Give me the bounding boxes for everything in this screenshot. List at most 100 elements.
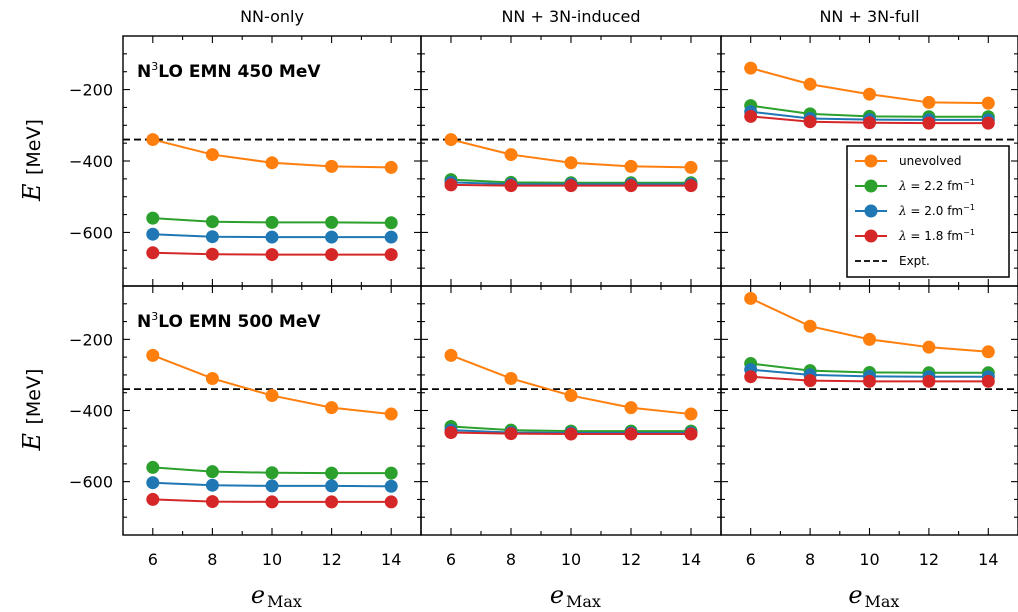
data-point-lambda_1.8 — [981, 116, 995, 130]
data-point-lambda_1.8 — [863, 116, 876, 130]
data-point-lambda_1.8 — [803, 115, 817, 129]
data-point-lambda_1.8 — [684, 179, 698, 193]
yaxis-label: E [MeV] — [18, 119, 46, 202]
legend-label: λ = 2.2 fm−1 — [898, 178, 975, 193]
legend-marker — [864, 204, 878, 218]
data-point-lambda_2.2 — [325, 215, 339, 229]
data-point-lambda_2.2 — [146, 460, 160, 474]
data-point-lambda_1.8 — [803, 374, 817, 388]
panel-r1-c1 — [420, 285, 722, 536]
xaxis-label-sub: Max — [865, 592, 900, 611]
data-point-unevolved — [981, 345, 995, 359]
data-point-unevolved — [325, 401, 339, 415]
data-point-lambda_2.0 — [384, 230, 398, 244]
legend: unevolved λ = 2.2 fm−1 λ = 2.0 fm−1 λ = 1.8… — [846, 145, 1010, 278]
xtick-label: 6 — [446, 550, 456, 569]
xtick-label: 6 — [746, 550, 756, 569]
xaxis-label-sub: Max — [566, 592, 601, 611]
data-point-lambda_1.8 — [325, 248, 339, 262]
xtick-label: 14 — [681, 550, 701, 569]
data-point-lambda_1.8 — [384, 495, 398, 509]
data-point-lambda_2.0 — [325, 230, 339, 244]
ytick-label: −200 — [69, 330, 113, 349]
data-point-lambda_1.8 — [205, 247, 219, 261]
data-point-unevolved — [325, 159, 339, 173]
ytick-label: −600 — [69, 473, 113, 492]
data-point-unevolved — [265, 389, 279, 403]
xtick-label: 14 — [978, 550, 998, 569]
legend-entry: λ = 2.2 fm−1 — [855, 178, 975, 193]
xtick-label: 12 — [621, 550, 641, 569]
legend-label: unevolved — [899, 154, 961, 168]
data-point-lambda_2.0 — [384, 479, 398, 493]
data-point-unevolved — [444, 133, 458, 147]
data-point-lambda_1.8 — [684, 427, 698, 441]
data-point-unevolved — [863, 87, 876, 101]
row-label: N3LO EMN 450 MeV — [137, 60, 321, 82]
data-point-lambda_1.8 — [922, 374, 936, 388]
yaxis-label: E [MeV] — [18, 369, 46, 452]
data-point-unevolved — [803, 77, 817, 91]
ytick-label: −400 — [69, 152, 113, 171]
data-point-lambda_2.2 — [146, 211, 160, 225]
data-point-unevolved — [384, 407, 398, 421]
data-point-unevolved — [504, 148, 518, 162]
data-point-lambda_2.0 — [265, 479, 279, 493]
ytick-label: −400 — [69, 402, 113, 421]
data-point-lambda_1.8 — [504, 179, 518, 193]
data-point-lambda_1.8 — [265, 495, 279, 509]
xtick-label: 10 — [561, 550, 581, 569]
data-point-lambda_2.0 — [265, 230, 279, 244]
data-point-unevolved — [863, 332, 876, 346]
legend-marker — [864, 179, 878, 193]
data-point-lambda_2.0 — [205, 478, 219, 492]
panel-r0-c1 — [420, 35, 722, 287]
data-point-lambda_1.8 — [146, 492, 160, 506]
data-point-lambda_1.8 — [564, 427, 578, 441]
data-point-lambda_1.8 — [922, 116, 936, 130]
data-point-unevolved — [981, 96, 995, 110]
data-point-unevolved — [624, 401, 638, 415]
labels-group: NN-only NN + 3N-induced NN + 3N-full −200 −4… — [18, 7, 998, 611]
data-point-lambda_1.8 — [564, 179, 578, 193]
ytick-label: −200 — [69, 81, 113, 100]
data-point-unevolved — [146, 348, 160, 362]
data-point-unevolved — [744, 61, 758, 75]
data-point-unevolved — [444, 348, 458, 362]
legend-label: λ = 2.0 fm−1 — [898, 203, 975, 218]
data-point-lambda_1.8 — [325, 495, 339, 509]
data-point-lambda_1.8 — [444, 178, 458, 192]
data-point-unevolved — [684, 407, 698, 421]
xtick-label: 6 — [148, 550, 158, 569]
data-point-lambda_1.8 — [744, 370, 758, 384]
data-point-unevolved — [564, 156, 578, 170]
legend-marker — [864, 154, 878, 168]
data-point-unevolved — [205, 148, 219, 162]
data-point-lambda_1.8 — [444, 426, 458, 440]
data-point-unevolved — [744, 291, 758, 305]
data-point-lambda_1.8 — [624, 179, 638, 193]
xtick-label: 10 — [859, 550, 879, 569]
yaxis-label-unit: [MeV] — [23, 369, 45, 425]
ytick-label: −600 — [69, 223, 113, 242]
data-point-lambda_2.2 — [205, 215, 219, 229]
legend-marker — [864, 229, 878, 243]
xtick-label: 8 — [805, 550, 815, 569]
xaxis-label: e — [848, 581, 862, 609]
series-line-unevolved — [152, 354, 392, 416]
xtick-label: 12 — [321, 550, 341, 569]
data-point-unevolved — [684, 160, 698, 174]
data-point-lambda_1.8 — [146, 246, 160, 260]
data-point-unevolved — [803, 319, 817, 333]
xtick-label: 8 — [506, 550, 516, 569]
column-title: NN-only — [240, 7, 304, 26]
data-point-unevolved — [384, 160, 398, 174]
xaxis-label-sub: Max — [267, 592, 302, 611]
column-title: NN + 3N-induced — [501, 7, 640, 26]
data-point-lambda_1.8 — [744, 109, 758, 123]
data-point-unevolved — [205, 371, 219, 385]
data-point-lambda_1.8 — [265, 248, 279, 262]
data-point-unevolved — [504, 371, 518, 385]
data-point-unevolved — [564, 389, 578, 403]
